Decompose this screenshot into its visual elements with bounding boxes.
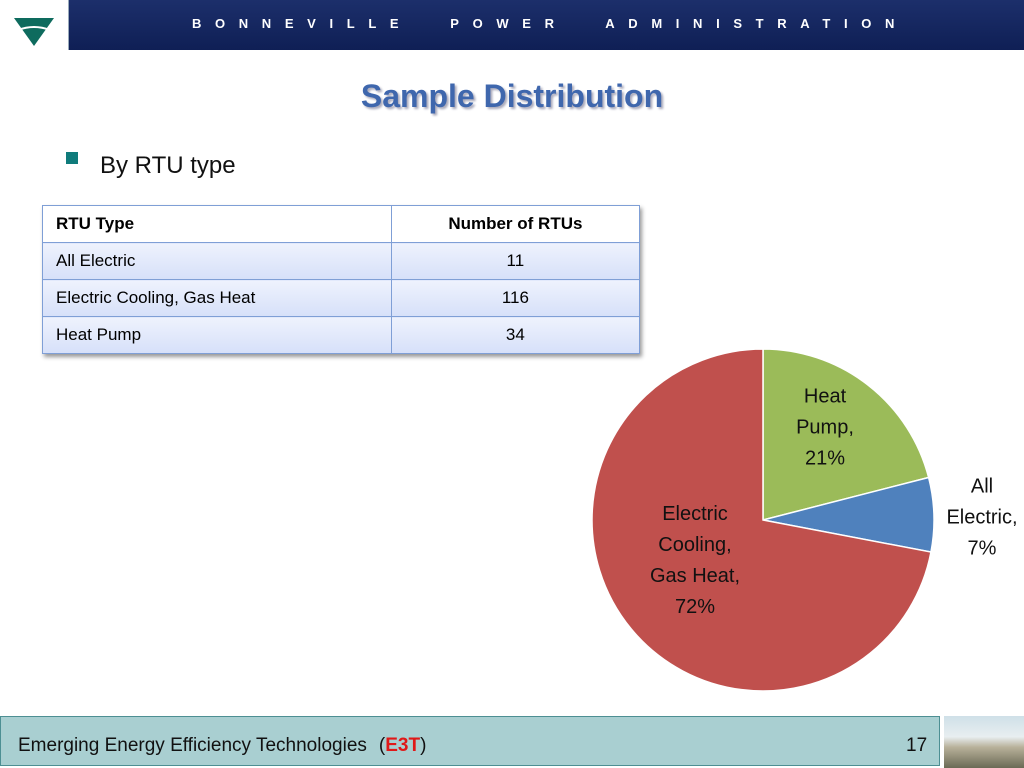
table-cell: Electric Cooling, Gas Heat: [42, 279, 392, 317]
slice-category: Heat Pump,: [796, 385, 854, 439]
slice-category: Electric Cooling, Gas Heat,: [649, 503, 741, 587]
slice-value: 21%: [804, 447, 846, 470]
table-body: All Electric 11 Electric Cooling, Gas Heat…: [42, 242, 641, 354]
table-cell: 116: [390, 279, 641, 317]
slide-title: Sample Distribution: [360, 78, 664, 114]
rtu-table: RTU Type Number of RTUs All Electric 11 El…: [42, 205, 641, 354]
footer-photo: [944, 716, 1024, 768]
organization: BONNEVILLE POWER ADMINISTRATION: [191, 16, 909, 31]
slice-label: All Electric, 7%: [937, 472, 1024, 565]
table-cell: 34: [390, 316, 641, 354]
header-cell: RTU Type: [42, 205, 392, 243]
slice-label: Electric Cooling, Gas Heat, 72%: [640, 499, 750, 623]
page-number: 17: [906, 735, 928, 756]
pie-slice: [591, 348, 932, 692]
table-row: All Electric 11: [42, 242, 641, 280]
table-row: Electric Cooling, Gas Heat 116: [42, 279, 641, 317]
pie-slice: [762, 348, 930, 521]
table-row: Heat Pump 34: [42, 316, 641, 354]
footer-abbreviation: (E3T): [379, 735, 427, 756]
table-cell: Heat Pump: [42, 316, 392, 354]
slice-value: 72%: [674, 596, 716, 618]
table-cell: 11: [390, 242, 641, 280]
abbr: E3T: [385, 735, 421, 756]
logo: [0, 0, 69, 50]
footer-bar: [0, 716, 940, 766]
bullet-text: By RTU type: [100, 152, 236, 179]
footer-text: Emerging Energy Efficiency Technologies (…: [18, 735, 426, 757]
top-bar: [0, 0, 1024, 50]
logo-icon: [14, 18, 54, 46]
table-cell: All Electric: [42, 242, 392, 280]
slice-value: 7%: [967, 537, 997, 560]
footer-title: Emerging Energy Efficiency Technologies: [18, 735, 367, 756]
slice-label: Heat Pump, 21%: [785, 382, 865, 475]
paren: ): [420, 735, 427, 756]
paren: (: [378, 735, 386, 756]
slice-category: All Electric,: [946, 475, 1018, 529]
bullet-marker: [66, 152, 78, 164]
